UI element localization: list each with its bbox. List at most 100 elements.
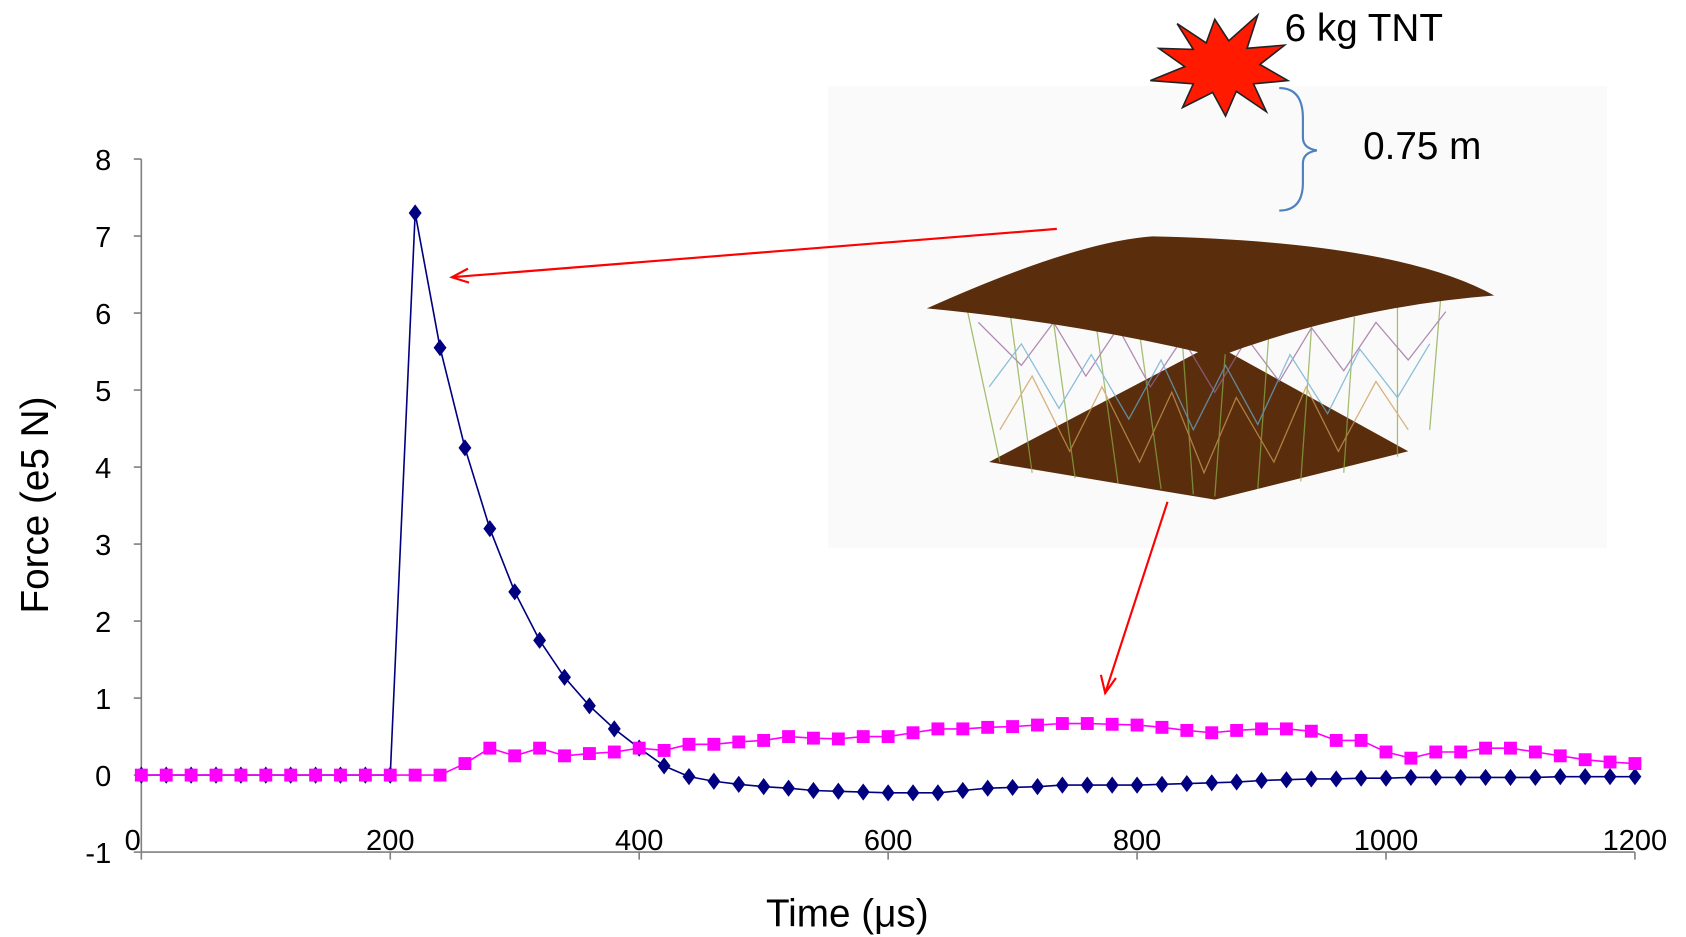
data-point bbox=[981, 780, 994, 797]
data-point bbox=[1628, 757, 1641, 770]
data-point bbox=[1380, 746, 1393, 759]
data-point bbox=[1305, 725, 1318, 738]
data-point bbox=[683, 768, 696, 785]
x-tick-label: 400 bbox=[615, 825, 663, 857]
data-point bbox=[1330, 734, 1343, 747]
data-point bbox=[757, 734, 770, 747]
data-point bbox=[1081, 717, 1094, 730]
data-point bbox=[508, 583, 521, 600]
data-point bbox=[732, 776, 745, 793]
data-point bbox=[658, 757, 671, 774]
data-point bbox=[1604, 768, 1617, 785]
data-point bbox=[1180, 775, 1193, 792]
data-point bbox=[1554, 768, 1567, 785]
y-tick-label: 5 bbox=[95, 376, 111, 408]
y-tick-label: -1 bbox=[85, 838, 111, 870]
data-point bbox=[1330, 770, 1343, 787]
data-point bbox=[707, 773, 720, 790]
data-point bbox=[384, 769, 397, 782]
data-point bbox=[1404, 769, 1417, 786]
data-point bbox=[832, 783, 845, 800]
data-point bbox=[1006, 779, 1019, 796]
annotation: 6 kg TNT bbox=[1285, 7, 1443, 50]
data-point bbox=[1106, 777, 1119, 794]
y-tick-label: 0 bbox=[95, 761, 111, 793]
data-point bbox=[707, 738, 720, 751]
data-point bbox=[1479, 769, 1492, 786]
data-point bbox=[981, 721, 994, 734]
data-point bbox=[483, 742, 496, 755]
data-point bbox=[882, 784, 895, 801]
data-point bbox=[1454, 746, 1467, 759]
data-point bbox=[1504, 742, 1517, 755]
data-point bbox=[508, 749, 521, 762]
data-point bbox=[234, 769, 247, 782]
data-point bbox=[1131, 719, 1144, 732]
data-point bbox=[309, 769, 322, 782]
data-point bbox=[1031, 719, 1044, 732]
y-tick-label: 4 bbox=[95, 453, 111, 485]
x-tick-label: 200 bbox=[366, 825, 414, 857]
x-tick-label: 1000 bbox=[1354, 825, 1419, 857]
data-point bbox=[782, 780, 795, 797]
x-tick-label: 0 bbox=[125, 825, 141, 857]
y-tick-label: 2 bbox=[95, 607, 111, 639]
data-point bbox=[434, 769, 447, 782]
data-point bbox=[857, 783, 870, 800]
data-point bbox=[1404, 752, 1417, 765]
data-point bbox=[1031, 778, 1044, 795]
data-point bbox=[1156, 721, 1169, 734]
data-point bbox=[210, 769, 223, 782]
data-point bbox=[757, 778, 770, 795]
data-point bbox=[1205, 774, 1218, 791]
data-point bbox=[956, 782, 969, 799]
data-point bbox=[1504, 769, 1517, 786]
data-point bbox=[1529, 746, 1542, 759]
data-point bbox=[1429, 746, 1442, 759]
annotation: 0.75 m bbox=[1363, 125, 1481, 168]
data-point bbox=[583, 747, 596, 760]
data-point bbox=[135, 769, 148, 782]
x-tick-label: 1200 bbox=[1603, 825, 1668, 857]
data-point bbox=[1554, 749, 1567, 762]
data-point bbox=[857, 730, 870, 743]
data-point bbox=[1355, 770, 1368, 787]
data-point bbox=[434, 339, 447, 356]
data-point bbox=[807, 782, 820, 799]
y-tick-label: 8 bbox=[95, 145, 111, 177]
data-point bbox=[1255, 722, 1268, 735]
data-point bbox=[608, 720, 621, 737]
data-point bbox=[1479, 742, 1492, 755]
data-point bbox=[608, 746, 621, 759]
data-point bbox=[882, 730, 895, 743]
data-point bbox=[658, 744, 671, 757]
data-point bbox=[1579, 768, 1592, 785]
data-point bbox=[1230, 724, 1243, 737]
data-point bbox=[1280, 771, 1293, 788]
data-point bbox=[633, 742, 646, 755]
y-tick-label: 7 bbox=[95, 222, 111, 254]
data-point bbox=[1081, 777, 1094, 794]
data-point bbox=[683, 738, 696, 751]
data-point bbox=[1230, 773, 1243, 790]
data-point bbox=[1056, 717, 1069, 730]
data-point bbox=[1604, 756, 1617, 769]
data-point bbox=[1006, 720, 1019, 733]
data-point bbox=[458, 757, 471, 770]
data-point bbox=[931, 722, 944, 735]
data-point bbox=[931, 784, 944, 801]
x-axis-title: Time (μs) bbox=[766, 892, 929, 935]
y-axis-title: Force (e5 N) bbox=[14, 397, 57, 614]
data-point bbox=[1529, 769, 1542, 786]
data-point bbox=[1106, 718, 1119, 731]
x-tick-label: 800 bbox=[1113, 825, 1161, 857]
data-point bbox=[185, 769, 198, 782]
data-point bbox=[782, 730, 795, 743]
data-point bbox=[1255, 772, 1268, 789]
y-tick-label: 3 bbox=[95, 530, 111, 562]
data-point bbox=[1380, 770, 1393, 787]
data-point bbox=[1579, 753, 1592, 766]
chart: 6 kg TNT 0.75 m Time (μs) Force (e5 N) -… bbox=[0, 0, 1686, 937]
data-point bbox=[1131, 777, 1144, 794]
data-point bbox=[1454, 769, 1467, 786]
